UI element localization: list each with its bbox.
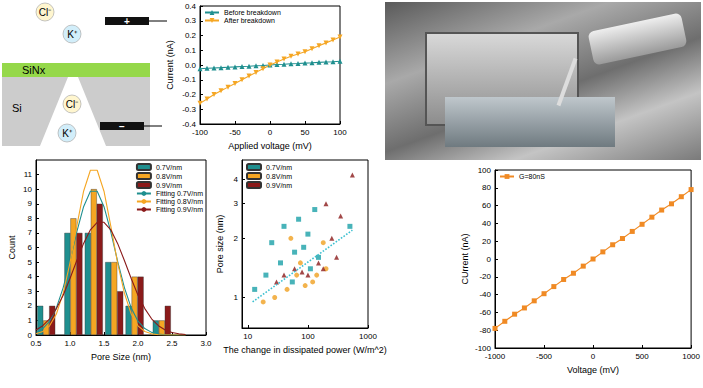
- svg-text:1000: 1000: [682, 352, 700, 361]
- svg-text:4: 4: [28, 272, 33, 281]
- svg-text:-100: -100: [192, 128, 209, 137]
- svg-text:K⁺: K⁺: [62, 128, 73, 139]
- svg-text:-80: -80: [479, 326, 491, 335]
- svg-text:100: 100: [478, 166, 492, 175]
- svg-text:-60: -60: [479, 308, 491, 317]
- svg-text:+: +: [124, 16, 130, 27]
- svg-text:20: 20: [482, 237, 491, 246]
- svg-text:−: −: [119, 121, 125, 132]
- svg-text:K⁺: K⁺: [67, 29, 78, 40]
- svg-text:G=80nS: G=80nS: [519, 173, 545, 180]
- svg-text:2.0: 2.0: [132, 339, 144, 348]
- svg-text:0.4: 0.4: [185, 2, 197, 11]
- svg-text:50: 50: [301, 128, 310, 137]
- svg-text:Before breakdown: Before breakdown: [224, 9, 281, 16]
- svg-text:Pore size (nm): Pore size (nm): [215, 215, 225, 274]
- svg-text:5: 5: [28, 258, 33, 267]
- svg-text:0.5: 0.5: [30, 339, 42, 348]
- svg-text:9: 9: [28, 199, 33, 208]
- svg-text:Count: Count: [7, 235, 17, 260]
- svg-text:40: 40: [482, 219, 491, 228]
- svg-text:Applied voltage (mV): Applied voltage (mV): [228, 141, 312, 151]
- svg-text:0: 0: [27, 330, 32, 340]
- svg-text:500: 500: [635, 352, 649, 361]
- svg-text:1: 1: [234, 293, 239, 302]
- svg-text:1.5: 1.5: [98, 339, 110, 348]
- svg-text:0.9V/nm: 0.9V/nm: [156, 182, 182, 189]
- svg-text:-0.4: -0.4: [182, 119, 196, 129]
- svg-text:2: 2: [234, 234, 239, 243]
- svg-text:80: 80: [482, 183, 491, 192]
- svg-text:-50: -50: [229, 128, 241, 137]
- svg-text:4: 4: [234, 175, 239, 184]
- svg-text:0.7V/nm: 0.7V/nm: [156, 164, 182, 171]
- svg-text:3: 3: [28, 287, 33, 296]
- svg-text:0.7V/nm: 0.7V/nm: [266, 164, 292, 171]
- svg-text:0: 0: [268, 128, 273, 137]
- svg-text:-20: -20: [479, 272, 491, 281]
- svg-text:0.8V/nm: 0.8V/nm: [156, 173, 182, 180]
- svg-text:-500: -500: [536, 352, 553, 361]
- svg-text:1000: 1000: [359, 332, 377, 341]
- svg-text:100: 100: [301, 332, 315, 341]
- svg-text:10: 10: [23, 185, 32, 194]
- svg-text:-0.1: -0.1: [182, 75, 196, 84]
- svg-text:-40: -40: [479, 290, 491, 299]
- svg-text:-100: -100: [475, 343, 491, 353]
- svg-text:0.0: 0.0: [185, 61, 197, 70]
- svg-text:Fitting 0.8V/nm: Fitting 0.8V/nm: [156, 198, 203, 206]
- svg-text:11: 11: [24, 170, 33, 179]
- svg-text:Fitting 0.7V/nm: Fitting 0.7V/nm: [156, 190, 203, 198]
- svg-text:1.0: 1.0: [64, 339, 76, 348]
- svg-text:0.1: 0.1: [185, 46, 197, 55]
- svg-text:-0.3: -0.3: [182, 105, 196, 114]
- svg-text:0.8V/nm: 0.8V/nm: [266, 173, 292, 180]
- svg-text:10: 10: [243, 332, 252, 341]
- svg-text:2: 2: [28, 301, 33, 310]
- svg-text:7: 7: [28, 228, 33, 237]
- svg-text:Cl⁻: Cl⁻: [39, 7, 52, 18]
- svg-text:After breakdown: After breakdown: [224, 17, 275, 24]
- svg-text:-0.2: -0.2: [182, 90, 196, 99]
- svg-text:60: 60: [482, 201, 491, 210]
- svg-text:Fitting 0.9V/nm: Fitting 0.9V/nm: [156, 206, 203, 214]
- svg-text:The change in dissipated power: The change in dissipated power (W/m^2): [223, 345, 386, 355]
- svg-text:8: 8: [28, 214, 33, 223]
- svg-text:2.5: 2.5: [166, 339, 178, 348]
- svg-text:Current (nA): Current (nA): [165, 40, 175, 90]
- svg-text:1: 1: [28, 316, 33, 325]
- svg-text:6: 6: [28, 243, 33, 252]
- svg-text:Cl⁻: Cl⁻: [66, 99, 79, 110]
- svg-text:0: 0: [487, 255, 492, 264]
- svg-text:-1000: -1000: [485, 352, 506, 361]
- svg-text:Pore Size (nm): Pore Size (nm): [91, 352, 151, 362]
- svg-text:0: 0: [591, 352, 596, 361]
- svg-text:0.3: 0.3: [185, 16, 197, 25]
- svg-text:3: 3: [234, 199, 239, 208]
- svg-text:0.2: 0.2: [185, 31, 197, 40]
- svg-text:CUrrent (nA): CUrrent (nA): [460, 233, 470, 284]
- svg-text:SiNx: SiNx: [22, 64, 46, 76]
- svg-text:0.9V/nm: 0.9V/nm: [266, 182, 292, 189]
- svg-text:3.0: 3.0: [200, 339, 212, 348]
- svg-text:Voltage (mV): Voltage (mV): [567, 365, 619, 375]
- svg-text:100: 100: [333, 128, 347, 137]
- svg-text:Si: Si: [12, 102, 22, 114]
